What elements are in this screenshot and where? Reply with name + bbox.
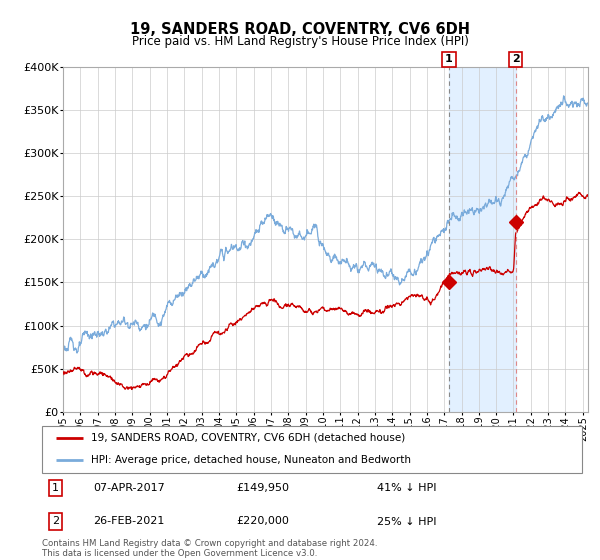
Text: £220,000: £220,000	[236, 516, 289, 526]
Text: 26-FEB-2021: 26-FEB-2021	[94, 516, 164, 526]
Text: Contains HM Land Registry data © Crown copyright and database right 2024.
This d: Contains HM Land Registry data © Crown c…	[42, 539, 377, 558]
Text: 41% ↓ HPI: 41% ↓ HPI	[377, 483, 436, 493]
Text: Price paid vs. HM Land Registry's House Price Index (HPI): Price paid vs. HM Land Registry's House …	[131, 35, 469, 48]
FancyBboxPatch shape	[42, 426, 582, 473]
Text: 1: 1	[52, 483, 59, 493]
Text: 19, SANDERS ROAD, COVENTRY, CV6 6DH: 19, SANDERS ROAD, COVENTRY, CV6 6DH	[130, 22, 470, 38]
Text: 25% ↓ HPI: 25% ↓ HPI	[377, 516, 436, 526]
Text: HPI: Average price, detached house, Nuneaton and Bedworth: HPI: Average price, detached house, Nune…	[91, 455, 410, 465]
Bar	[449, 67, 515, 412]
Text: 07-APR-2017: 07-APR-2017	[94, 483, 165, 493]
Text: £149,950: £149,950	[236, 483, 289, 493]
Text: 2: 2	[52, 516, 59, 526]
Text: 1: 1	[445, 54, 453, 64]
Text: 2: 2	[512, 54, 520, 64]
Text: 19, SANDERS ROAD, COVENTRY, CV6 6DH (detached house): 19, SANDERS ROAD, COVENTRY, CV6 6DH (det…	[91, 433, 405, 443]
